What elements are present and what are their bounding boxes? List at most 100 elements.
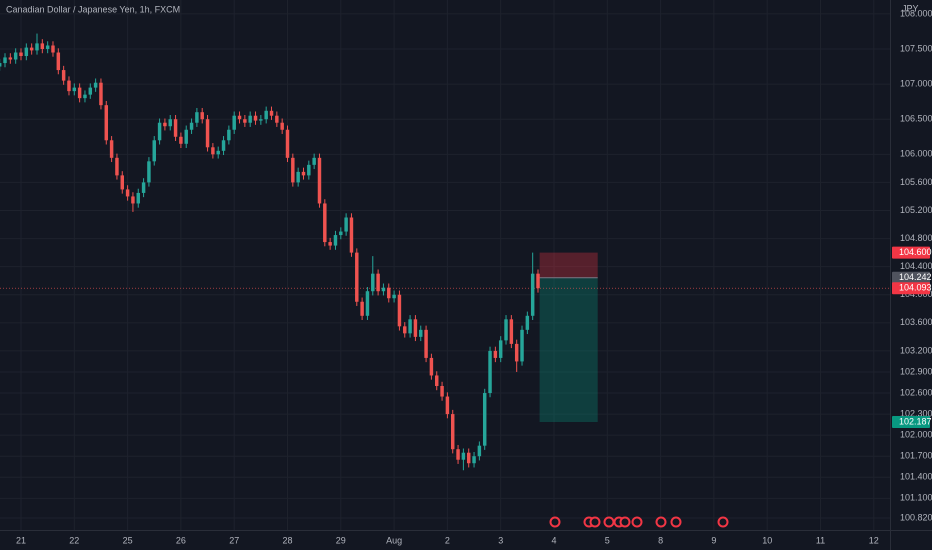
candle-body bbox=[0, 63, 2, 67]
price-tag-label: 102.187 bbox=[899, 416, 932, 426]
x-tick-label: 2 bbox=[445, 535, 450, 545]
candle-body bbox=[466, 452, 471, 464]
position-tool bbox=[0, 252, 890, 423]
candle-body bbox=[77, 87, 82, 99]
candle-body bbox=[232, 115, 236, 130]
y-tick-label: 100.820 bbox=[900, 512, 932, 522]
y-tick-label: 102.600 bbox=[900, 387, 932, 397]
price-tag bbox=[892, 416, 930, 429]
y-tick-label: 103.600 bbox=[900, 317, 932, 327]
candle-body bbox=[205, 119, 210, 148]
candle-body bbox=[99, 82, 103, 106]
price-tag-label: 104.093 bbox=[899, 283, 932, 293]
candle-body bbox=[493, 350, 498, 358]
y-tick-label: 102.000 bbox=[900, 430, 932, 440]
candle-body bbox=[525, 315, 530, 330]
candle-body bbox=[61, 70, 66, 81]
currency-label: JPY bbox=[902, 3, 919, 13]
candle-body bbox=[269, 110, 274, 116]
candle-body bbox=[115, 157, 119, 176]
candle-body bbox=[472, 456, 476, 464]
x-tick-label: 25 bbox=[123, 535, 133, 545]
candle-body bbox=[365, 291, 370, 316]
stop-zone bbox=[539, 252, 598, 278]
candle-body bbox=[45, 45, 50, 50]
event-marker[interactable] bbox=[603, 516, 615, 528]
event-marker[interactable] bbox=[549, 516, 561, 528]
candle-body bbox=[179, 136, 183, 144]
chart-title: Canadian Dollar / Japanese Yen, 1h, FXCM bbox=[6, 4, 180, 14]
candle-body bbox=[163, 122, 167, 127]
candle-body bbox=[333, 235, 338, 246]
candle-body bbox=[109, 140, 114, 158]
y-tick-label: 102.300 bbox=[900, 408, 932, 418]
price-tag bbox=[892, 246, 930, 259]
candle-body bbox=[93, 82, 98, 88]
candle-body bbox=[339, 231, 343, 236]
y-tick-label: 104.800 bbox=[900, 233, 932, 243]
candle-body bbox=[312, 157, 316, 165]
candle-body bbox=[520, 329, 524, 362]
candle-body bbox=[461, 452, 466, 460]
candle-body bbox=[371, 273, 375, 292]
candle-body bbox=[477, 445, 482, 457]
x-tick-label: 21 bbox=[16, 535, 26, 545]
candle-body bbox=[445, 396, 450, 415]
candle-body bbox=[237, 115, 242, 120]
candle-body bbox=[147, 161, 151, 183]
candle-body bbox=[216, 150, 220, 155]
candle-body bbox=[19, 52, 23, 57]
candle-body bbox=[211, 147, 215, 155]
candle-body bbox=[56, 52, 61, 71]
candle-body bbox=[408, 319, 412, 334]
candle-body bbox=[482, 393, 487, 446]
y-tick-label: 101.400 bbox=[900, 472, 932, 482]
candle-body bbox=[355, 252, 359, 302]
candle-body bbox=[530, 273, 535, 316]
candle-body bbox=[301, 171, 306, 176]
candle-body bbox=[280, 122, 284, 130]
candle-body bbox=[456, 449, 460, 460]
candle-body bbox=[221, 140, 226, 151]
candle-body bbox=[29, 47, 34, 51]
candle-body bbox=[344, 217, 348, 232]
candle-body bbox=[413, 319, 418, 337]
candle-body bbox=[200, 112, 204, 120]
event-marker[interactable] bbox=[670, 516, 682, 528]
event-markers bbox=[549, 516, 729, 528]
x-tick-label: 28 bbox=[282, 535, 292, 545]
y-tick-label: 105.200 bbox=[900, 205, 932, 215]
candle-body bbox=[317, 157, 322, 204]
x-tick-label: 26 bbox=[176, 535, 186, 545]
y-tick-label: 101.700 bbox=[900, 451, 932, 461]
event-marker[interactable] bbox=[655, 516, 667, 528]
candle-body bbox=[504, 319, 508, 341]
candle-body bbox=[536, 273, 540, 289]
candle-body bbox=[8, 57, 13, 60]
candle-body bbox=[120, 175, 125, 190]
candle-body bbox=[67, 80, 71, 92]
candle-body bbox=[514, 343, 519, 362]
candle-body bbox=[440, 386, 444, 397]
candle-body bbox=[136, 192, 140, 204]
candle-body bbox=[195, 112, 199, 123]
candle-body bbox=[24, 47, 29, 57]
candle-body bbox=[184, 129, 188, 144]
y-tick-label: 106.000 bbox=[900, 149, 932, 159]
event-marker[interactable] bbox=[589, 516, 601, 528]
x-tick-label: 29 bbox=[336, 535, 346, 545]
candle-body bbox=[248, 115, 252, 123]
candle-body bbox=[88, 87, 93, 95]
candle-body bbox=[397, 294, 402, 327]
candle-body bbox=[35, 43, 39, 51]
event-marker[interactable] bbox=[717, 516, 729, 528]
candle-body bbox=[291, 157, 295, 183]
candle-body bbox=[264, 110, 268, 120]
event-marker[interactable] bbox=[631, 516, 643, 528]
candles bbox=[0, 33, 540, 471]
event-marker[interactable] bbox=[619, 516, 631, 528]
candle-body bbox=[488, 350, 492, 394]
candle-body bbox=[419, 329, 423, 337]
